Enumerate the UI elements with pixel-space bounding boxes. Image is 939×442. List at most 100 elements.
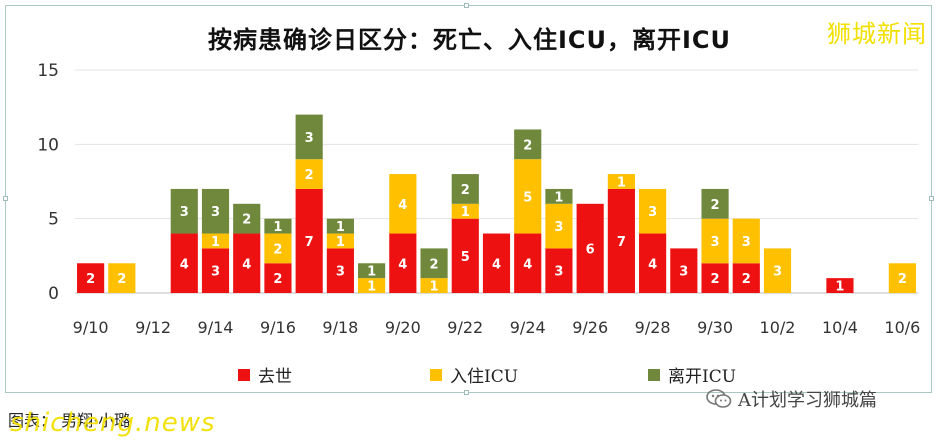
y-tick-label: 10 — [37, 135, 59, 155]
data-label-deaths: 2 — [86, 272, 95, 287]
data-label-icu-out: 2 — [430, 257, 439, 272]
x-tick-label: 9/30 — [697, 318, 733, 337]
wechat-account-name: A计划学习狮城篇 — [738, 390, 877, 411]
legend-label-deaths: 去世 — [258, 367, 292, 387]
bar-deaths — [826, 278, 854, 293]
watermark-text: shicheng.news — [10, 408, 216, 438]
bar-deaths — [607, 188, 635, 293]
data-label-icu-in: 3 — [773, 265, 782, 280]
data-label-deaths: 2 — [711, 272, 720, 287]
data-label-icu-out: 3 — [211, 205, 220, 220]
wechat-account[interactable]: A计划学习狮城篇 — [706, 386, 877, 412]
data-label-icu-out: 3 — [305, 131, 314, 146]
bar-deaths — [170, 233, 198, 293]
y-tick-label: 0 — [48, 284, 59, 304]
bar-deaths — [732, 263, 760, 293]
bar-icu-in — [326, 233, 354, 249]
data-label-deaths: 3 — [554, 265, 563, 280]
data-label-icu-out: 2 — [461, 183, 470, 198]
data-label-icu-in: 2 — [898, 272, 907, 287]
bar-icu-in — [888, 263, 916, 293]
bar-icu-out — [326, 218, 354, 234]
data-label-icu-in: 3 — [742, 235, 751, 250]
bar-deaths — [514, 233, 542, 293]
x-tick-label: 9/26 — [572, 318, 608, 337]
frame-handle-right[interactable] — [929, 196, 934, 201]
brand-logo-text: 狮城新闻 — [827, 20, 927, 48]
data-label-deaths: 4 — [492, 257, 501, 272]
wechat-icon — [706, 389, 732, 408]
data-label-icu-in: 1 — [617, 176, 626, 191]
x-tick-label: 9/24 — [510, 318, 546, 337]
x-tick-label: 9/12 — [135, 318, 171, 337]
bar-icu-in — [264, 233, 292, 264]
x-tick-label: 9/20 — [385, 318, 421, 337]
data-label-icu-in: 3 — [648, 205, 657, 220]
data-label-icu-in: 3 — [711, 235, 720, 250]
legend-swatch-icu-in — [430, 368, 442, 381]
data-label-deaths: 3 — [336, 265, 345, 280]
data-label-icu-out: 2 — [523, 138, 532, 153]
frame-handle-top[interactable] — [464, 3, 469, 8]
bar-icu-in — [639, 188, 667, 234]
bar-icu-out — [545, 188, 573, 204]
data-label-deaths: 3 — [679, 265, 688, 280]
chart-title: 按病患确诊日区分：死亡、入住ICU，离开ICU — [207, 26, 732, 54]
legend-item-icu-out: 离开ICU — [648, 362, 736, 387]
bar-icu-out — [701, 188, 729, 219]
x-tick-label: 9/18 — [322, 318, 358, 337]
bar-icu-out — [233, 203, 261, 234]
x-tick-label: 9/28 — [635, 318, 671, 337]
frame-handle-left[interactable] — [3, 196, 8, 201]
bar-icu-out — [420, 248, 448, 279]
y-tick-label: 5 — [48, 210, 59, 230]
data-label-deaths: 6 — [586, 242, 595, 257]
bar-deaths — [545, 248, 573, 293]
bar-icu-out — [358, 263, 386, 279]
x-tick-label: 9/14 — [198, 318, 234, 337]
bar-icu-out — [201, 188, 230, 234]
x-tick-label: 10/2 — [760, 318, 796, 337]
data-label-icu-out: 1 — [336, 220, 345, 235]
data-label-icu-in: 2 — [305, 168, 314, 183]
data-label-deaths: 4 — [242, 257, 251, 272]
bar-deaths — [295, 188, 323, 293]
data-label-icu-in: 5 — [523, 190, 532, 205]
bar-icu-in — [701, 218, 729, 264]
legend-item-icu-in: 入住ICU — [430, 362, 518, 387]
data-label-icu-in: 2 — [273, 242, 282, 257]
data-label-icu-in: 1 — [367, 280, 376, 295]
bar-deaths — [670, 248, 698, 293]
bar-deaths — [482, 233, 511, 293]
data-label-icu-in: 1 — [430, 280, 439, 295]
legend-label-icu-in: 入住ICU — [450, 367, 519, 387]
data-label-deaths: 1 — [835, 280, 844, 295]
data-label-icu-in: 3 — [554, 220, 563, 235]
data-label-deaths: 2 — [273, 272, 282, 287]
bar-deaths — [77, 263, 105, 293]
source-credit: 图表： 男翔·小璐 — [8, 411, 131, 430]
bar-icu-in — [732, 218, 760, 264]
bar-deaths — [639, 233, 667, 293]
bar-icu-in — [201, 233, 230, 249]
frame-handle-bottom[interactable] — [464, 390, 469, 395]
data-label-icu-in: 1 — [211, 235, 220, 250]
bar-icu-in — [514, 159, 542, 234]
bar-deaths — [451, 218, 479, 293]
data-label-deaths: 4 — [180, 257, 189, 272]
data-label-icu-out: 1 — [367, 265, 376, 280]
bar-icu-in — [389, 174, 417, 234]
data-label-icu-out: 2 — [242, 213, 251, 228]
data-label-icu-in: 1 — [336, 235, 345, 250]
data-label-deaths: 4 — [648, 257, 657, 272]
bar-deaths — [264, 263, 292, 293]
bar-icu-in — [607, 174, 635, 189]
x-tick-label: 9/10 — [73, 318, 109, 337]
bar-icu-out — [295, 114, 323, 160]
bar-deaths — [326, 248, 354, 293]
legend-label-icu-out: 离开ICU — [668, 367, 737, 387]
bar-icu-in — [763, 248, 792, 293]
data-label-deaths: 3 — [211, 265, 220, 280]
bar-deaths — [389, 233, 417, 293]
